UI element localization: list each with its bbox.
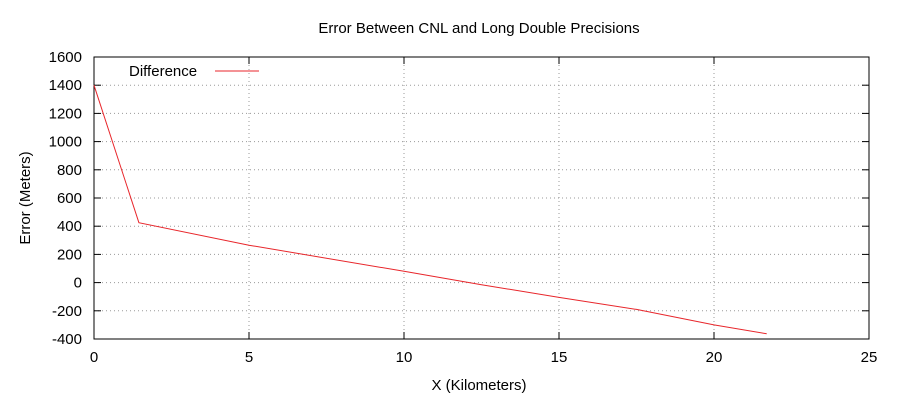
y-tick-label: 600 — [57, 190, 82, 207]
series-layer — [93, 85, 767, 335]
chart-title: Error Between CNL and Long Double Precis… — [318, 20, 639, 37]
y-tick-label: -400 — [52, 331, 82, 348]
y-tick-label: 1600 — [49, 49, 82, 66]
y-tick-label: 200 — [57, 246, 82, 263]
x-tick-label: 0 — [90, 349, 98, 366]
x-tick-label: 10 — [396, 349, 413, 366]
x-tick-label: 25 — [861, 349, 878, 366]
legend-label-difference: Difference — [129, 63, 197, 80]
x-tick-label: 20 — [706, 349, 723, 366]
x-tick-labels: 0 5 10 15 20 25 — [90, 349, 878, 366]
x-axis-label: X (Kilometers) — [431, 377, 526, 394]
x-tick-label: 15 — [551, 349, 568, 366]
legend: Difference — [129, 63, 259, 80]
y-tick-label: 1400 — [49, 77, 82, 94]
y-tick-label: 1000 — [49, 134, 82, 151]
grid-lines — [94, 57, 869, 339]
plot-frame — [93, 56, 870, 340]
y-tick-label: 400 — [57, 218, 82, 235]
y-tick-label: 800 — [57, 162, 82, 179]
y-tick-labels: -400 -200 0 200 400 600 800 1000 1200 1400 1600 — [49, 49, 82, 348]
y-tick-label: 1200 — [49, 105, 82, 122]
y-tick-label: 0 — [74, 275, 82, 292]
series-line-difference — [93, 85, 767, 335]
y-axis-label: Error (Meters) — [17, 151, 34, 244]
y-tick-label: -200 — [52, 303, 82, 320]
x-tick-label: 5 — [245, 349, 253, 366]
